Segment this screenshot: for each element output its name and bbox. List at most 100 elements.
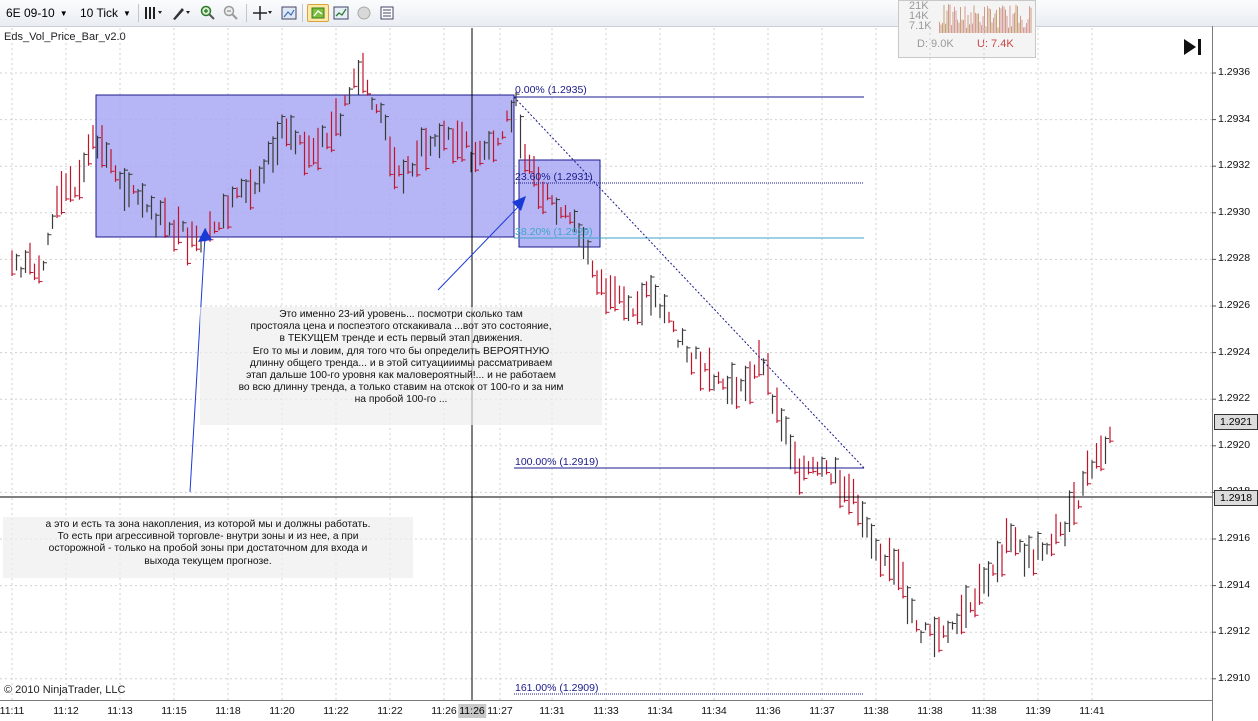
time-axis-label: 11:13 [107,705,133,717]
crosshair-price-tag: 1.2918 [1214,490,1258,506]
time-axis-label: 11:37 [809,705,835,717]
zoom-out-icon[interactable] [222,4,240,22]
scroll-to-end-icon[interactable] [1181,36,1205,63]
time-axis-label: 11:26 [431,705,457,717]
minichart-volume-bar [1003,6,1005,34]
annotation-line: в ТЕКУЩЕМ тренде и есть первый этап движ… [279,333,523,345]
annotation-zone-body: а это и есть та зона накопления, из кото… [3,519,413,568]
price-axis-border [1212,26,1213,721]
data-box-icon[interactable] [378,4,396,22]
crosshair-icon[interactable] [251,4,275,22]
fib-label-23: 23.60% (1.2931) [515,171,593,183]
toolbar-divider [246,4,247,22]
minichart-volume-bar [997,27,999,33]
minichart-volume-bar [1020,15,1021,33]
drawing-tool-icon[interactable] [170,4,194,22]
fib-label-38: 38.20% (1.2929) [515,226,593,238]
zoom-in-icon[interactable] [199,4,217,22]
fib-trend-line[interactable] [513,96,865,469]
chevron-down-icon: ▼ [123,8,131,18]
time-axis-label: 11:11 [0,705,25,717]
annotation-zone-text[interactable]: а это и есть та зона накопления, из кото… [3,517,413,578]
last-price-tag: 1.2921 [1214,414,1258,430]
minichart-volume-bar [1009,5,1011,34]
minichart-volume-bar [982,16,984,33]
instrument-selector[interactable]: 6E 09-10 ▼ [6,4,68,22]
fib-label-0: 0.00% (1.2935) [515,84,587,96]
annotation-line: простояла цена и поспеэтого отскакивала … [250,321,552,333]
crosshair-time-tag: 11:26 [458,704,486,718]
annotation-main-text[interactable]: Это именно 23-ий уровень... посмотри ско… [200,307,602,425]
minichart-volume-bar [991,22,993,33]
minichart-volume-bar [990,9,991,34]
price-axis-label: 1.2922 [1218,392,1251,405]
minichart-volume-bar [1027,19,1029,33]
price-axis-label: 1.2928 [1218,252,1251,265]
minichart-volume-bar [999,7,1000,33]
minichart-volume-bar [996,9,997,33]
fib-label-161: 161.00% (1.2909) [515,682,599,694]
strategy-icon[interactable] [307,4,329,22]
annotation-line: Его то мы и ловим, для того что бы опред… [252,345,550,357]
annotation-line: То есть при агрессивной торговле- внутри… [57,531,359,543]
chart-grid [0,28,1216,700]
indicator-name-label: Eds_Vol_Price_Bar_v2.0 [4,31,126,43]
alerts-icon[interactable] [355,4,373,22]
price-axis-label: 1.2932 [1218,159,1251,172]
minichart-volume-bar [951,25,952,33]
annotation-line: а это и есть та зона накопления, из кото… [45,519,371,530]
annotation-arrow-line[interactable] [437,204,521,291]
snapshot-icon[interactable] [280,4,298,22]
minichart-volume-bar [1021,19,1023,33]
indicators-icon[interactable] [332,4,350,22]
minichart-volume-bar [946,10,948,33]
price-bars [11,52,1114,658]
time-axis-label: 11:22 [323,705,349,717]
minichart-volume-bar [985,26,987,33]
retracement-zone[interactable] [518,159,601,248]
minichart-volume-bar [1008,27,1009,33]
minichart-level-label: 14K [909,10,929,22]
price-axis-label: 1.2910 [1218,671,1251,684]
annotation-line: на пробой 100-го ... [354,394,448,406]
minichart-volume-bar [957,19,958,33]
minichart-volume-bar [1002,5,1003,34]
minichart-volume-bar [1030,7,1032,33]
annotation-line: осторожной - только на пробой зоны при д… [48,543,368,555]
minichart-volume-bar [954,6,955,33]
interval-label: 10 Tick [80,6,119,20]
time-axis-label: 11:15 [161,705,187,717]
time-axis-label: 11:31 [539,705,565,717]
minichart-volume-bar [1012,14,1014,33]
minichart-volume-bar [1023,27,1024,33]
time-axis-label: 11:33 [593,705,619,717]
minichart-volume-bar [942,22,943,33]
minichart-volume-bar [961,19,963,33]
minichart-volume-bar [1018,22,1020,33]
minichart-volume-bar [943,4,945,33]
annotation-arrowhead [198,228,212,242]
minichart-volume-bar [1015,4,1017,34]
fib-label-100: 100.00% (1.2919) [515,456,599,468]
minichart-volume-bar [1011,26,1012,33]
annotation-arrow-line[interactable] [189,235,206,493]
minichart-volume-bar [963,20,964,33]
interval-selector[interactable]: 10 Tick ▼ [80,4,131,22]
instrument-label: 6E 09-10 [6,6,55,20]
price-axis-label: 1.2916 [1218,532,1251,544]
minichart-volume-bar [981,25,982,33]
minichart-volume-bar [948,4,949,33]
toolbar-divider [302,4,303,22]
minichart-volume-bar [1026,23,1027,33]
minichart-level-label: 7.1K [909,20,932,32]
price-axis-label: 1.2920 [1218,438,1251,451]
time-axis-label: 11:12 [53,705,79,717]
bar-type-icon[interactable] [142,4,166,22]
minichart-volume-bar [952,11,954,34]
up-volume-label: U: 7.4K [977,38,1014,50]
chart-toolbar: 6E 09-10 ▼ 10 Tick ▼ [0,0,1258,27]
time-axis-label: 11:38 [971,705,997,717]
time-axis-label: 11:18 [215,705,241,717]
minichart-volume-bar [967,14,969,33]
